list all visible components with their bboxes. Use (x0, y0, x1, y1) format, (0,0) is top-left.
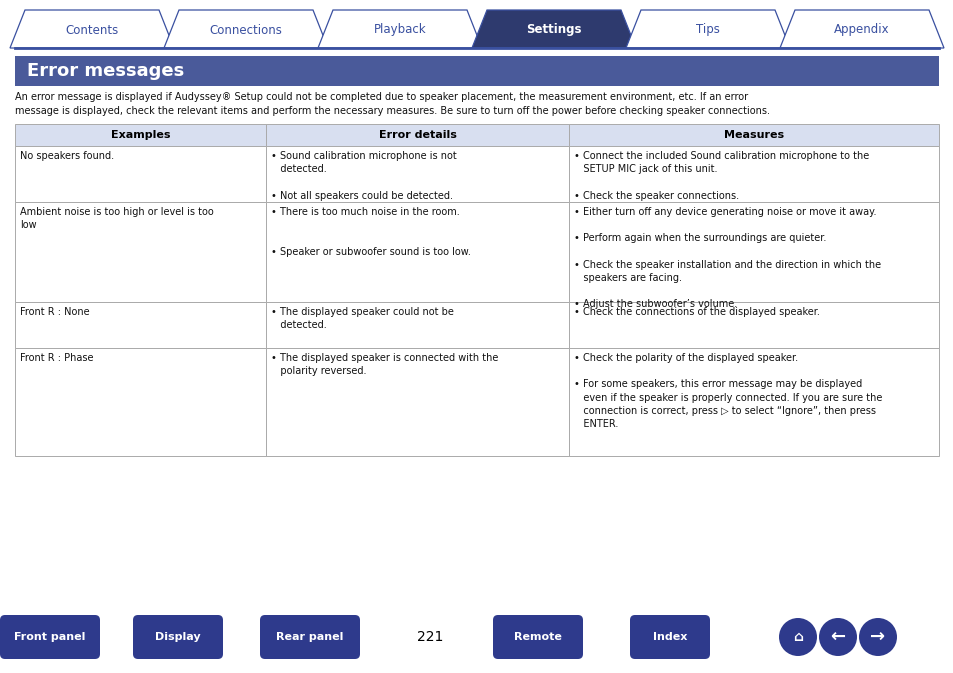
Text: →: → (869, 628, 884, 646)
Bar (15, 146, 266, 202)
Bar (266, 302, 569, 348)
Text: • The displayed speaker could not be
   detected.: • The displayed speaker could not be det… (271, 307, 454, 330)
Text: Front R : Phase: Front R : Phase (20, 353, 93, 363)
Text: Error details: Error details (378, 130, 456, 140)
Polygon shape (780, 10, 943, 48)
Bar (15, 348, 266, 456)
FancyBboxPatch shape (629, 615, 709, 659)
Bar (569, 146, 938, 202)
Circle shape (818, 618, 856, 656)
Bar (15, 302, 266, 348)
Bar (266, 146, 569, 202)
FancyBboxPatch shape (132, 615, 223, 659)
FancyBboxPatch shape (0, 615, 100, 659)
Bar (569, 302, 938, 348)
Polygon shape (625, 10, 789, 48)
Text: Playback: Playback (374, 24, 426, 36)
Text: Error messages: Error messages (27, 62, 184, 80)
Text: 221: 221 (416, 630, 443, 644)
Text: ⌂: ⌂ (792, 630, 802, 644)
Bar (569, 202, 938, 302)
Bar (15, 124, 266, 146)
Text: Front R : None: Front R : None (20, 307, 90, 317)
Circle shape (858, 618, 896, 656)
Bar (266, 348, 569, 456)
Circle shape (779, 618, 816, 656)
Text: Contents: Contents (66, 24, 118, 36)
Text: Examples: Examples (111, 130, 171, 140)
Text: • Check the connections of the displayed speaker.: • Check the connections of the displayed… (574, 307, 820, 317)
Text: Remote: Remote (514, 632, 561, 642)
Text: No speakers found.: No speakers found. (20, 151, 114, 161)
Text: Tips: Tips (696, 24, 720, 36)
Bar (569, 348, 938, 456)
Text: Index: Index (652, 632, 686, 642)
Text: • Sound calibration microphone is not
   detected.

• Not all speakers could be : • Sound calibration microphone is not de… (271, 151, 456, 201)
Bar (266, 124, 569, 146)
Bar (569, 124, 938, 146)
Bar (15, 56, 938, 86)
Text: An error message is displayed if Audyssey® Setup could not be completed due to s: An error message is displayed if Audysse… (15, 92, 769, 116)
Text: Connections: Connections (210, 24, 282, 36)
Text: Settings: Settings (526, 24, 581, 36)
Text: • Check the polarity of the displayed speaker.

• For some speakers, this error : • Check the polarity of the displayed sp… (574, 353, 882, 429)
Text: ←: ← (829, 628, 844, 646)
Text: Ambient noise is too high or level is too
low: Ambient noise is too high or level is to… (20, 207, 213, 230)
Polygon shape (317, 10, 481, 48)
Text: • The displayed speaker is connected with the
   polarity reversed.: • The displayed speaker is connected wit… (271, 353, 498, 376)
Bar (266, 202, 569, 302)
Text: • Either turn off any device generating noise or move it away.

• Perform again : • Either turn off any device generating … (574, 207, 881, 310)
FancyBboxPatch shape (260, 615, 359, 659)
FancyBboxPatch shape (493, 615, 582, 659)
Text: • There is too much noise in the room.


• Speaker or subwoofer sound is too low: • There is too much noise in the room. •… (271, 207, 471, 256)
Bar (15, 202, 266, 302)
Polygon shape (10, 10, 173, 48)
Polygon shape (472, 10, 636, 48)
Text: Rear panel: Rear panel (276, 632, 343, 642)
Text: Appendix: Appendix (833, 24, 889, 36)
Text: Front panel: Front panel (14, 632, 86, 642)
Text: • Connect the included Sound calibration microphone to the
   SETUP MIC jack of : • Connect the included Sound calibration… (574, 151, 869, 201)
Text: Display: Display (155, 632, 200, 642)
Text: Measures: Measures (723, 130, 783, 140)
Polygon shape (164, 10, 328, 48)
